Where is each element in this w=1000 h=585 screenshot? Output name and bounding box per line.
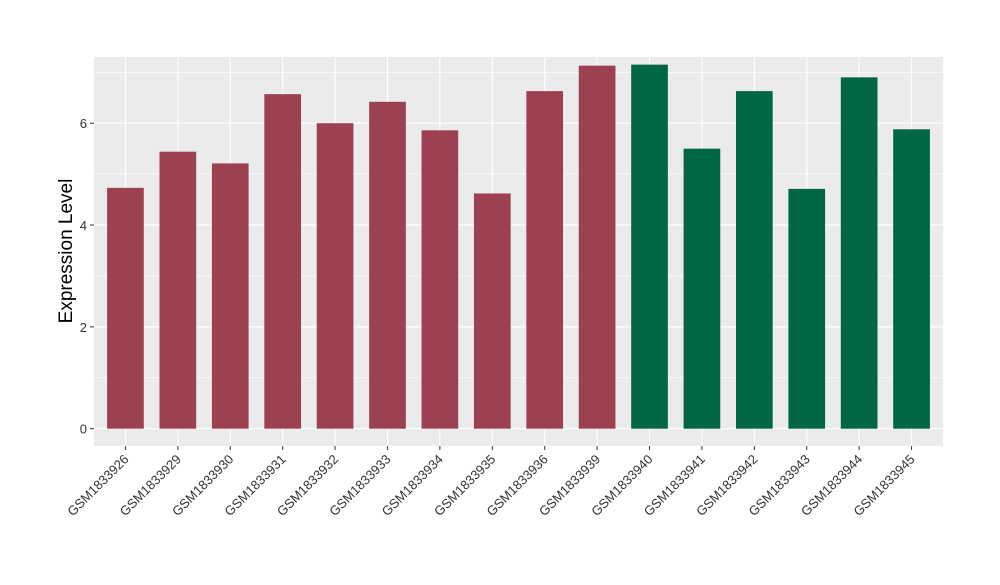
bar-gsm1833934: [421, 130, 459, 429]
y-axis-title: Expression Level: [56, 179, 77, 324]
bars-group: [107, 64, 930, 429]
y-tick-label: 4: [80, 218, 87, 233]
bar-gsm1833943: [788, 188, 826, 429]
bar-gsm1833944: [840, 77, 878, 429]
y-tick-label: 2: [80, 320, 87, 335]
bar-gsm1833935: [473, 193, 511, 429]
bar-gsm1833942: [735, 91, 773, 429]
y-axis: 0 2 4 6: [80, 116, 94, 437]
bar-gsm1833926: [107, 187, 144, 429]
bar-gsm1833932: [316, 123, 354, 429]
bar-gsm1833931: [264, 94, 302, 429]
bar-gsm1833930: [211, 163, 249, 429]
bar-gsm1833945: [893, 129, 930, 429]
bar-gsm1833936: [526, 91, 564, 429]
bar-gsm1833941: [683, 148, 721, 429]
bar-gsm1833939: [578, 65, 616, 429]
y-tick-label: 0: [80, 422, 87, 437]
bar-gsm1833933: [369, 101, 406, 429]
bar-gsm1833929: [159, 151, 197, 429]
y-tick-label: 6: [80, 116, 87, 131]
bar-gsm1833940: [631, 64, 668, 429]
x-axis: GSM1833926GSM1833929GSM1833930GSM1833931…: [64, 446, 918, 519]
